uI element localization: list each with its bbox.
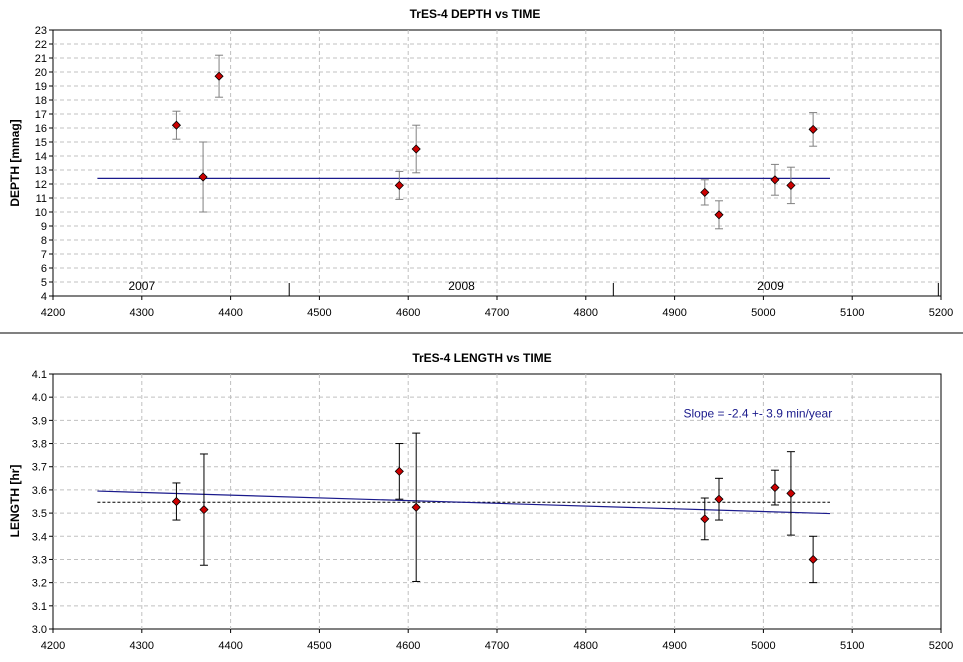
- data-point: [808, 124, 818, 134]
- x-tick-label: 4300: [130, 640, 154, 652]
- length-fit-line: [97, 490, 831, 515]
- y-tick-label: 22: [35, 39, 47, 51]
- x-tick-label: 4600: [396, 307, 420, 319]
- x-tick-label: 5100: [840, 307, 864, 319]
- year-label: 2007: [128, 279, 155, 293]
- y-tick-label: 13: [35, 165, 47, 177]
- x-tick-label: 5000: [751, 307, 775, 319]
- slope-annotation: Slope = -2.4 +- 3.9 min/year: [683, 406, 832, 420]
- depth-year-markers: 2007 2008 2009: [128, 279, 939, 296]
- depth-y-axis-title: DEPTH [mmag]: [8, 119, 22, 206]
- y-tick-label: 17: [35, 109, 47, 121]
- data-point: [171, 120, 181, 130]
- y-tick-label: 8: [41, 235, 47, 247]
- y-tick-label: 20: [35, 67, 47, 79]
- y-tick-label: 23: [35, 25, 47, 37]
- y-tick-label: 3.8: [32, 439, 47, 451]
- depth-chart-title: TrES-4 DEPTH vs TIME: [410, 7, 541, 21]
- x-tick-label: 4800: [574, 640, 598, 652]
- x-tick-label: 4400: [218, 640, 242, 652]
- length-y-axis-title: LENGTH [hr]: [8, 465, 22, 538]
- data-point: [700, 187, 710, 197]
- y-tick-label: 3.0: [32, 624, 47, 636]
- data-point: [786, 180, 796, 190]
- length-y-tick-labels: 3.0 3.1 3.2 3.3 3.4 3.5 3.6 3.7 3.8 3.9 4.0 4.1: [32, 369, 53, 636]
- length-chart-title: TrES-4 LENGTH vs TIME: [412, 351, 551, 365]
- data-point: [214, 71, 224, 81]
- data-point: [770, 483, 780, 493]
- y-tick-label: 4: [41, 291, 47, 303]
- depth-x-tick-labels: 4200 4300 4400 4500 4600 4700 4800 4900 5000 5100…: [41, 296, 953, 319]
- year-label: 2009: [757, 279, 784, 293]
- y-tick-label: 3.5: [32, 508, 47, 520]
- data-point: [714, 210, 724, 220]
- x-tick-label: 5100: [840, 640, 864, 652]
- y-tick-label: 6: [41, 263, 47, 275]
- y-tick-label: 4.1: [32, 369, 47, 381]
- length-data-points: [171, 466, 818, 565]
- depth-chart: TrES-4 DEPTH vs TIME 4 5 6 7 8 9 10 11 12 13 14 15 1…: [8, 7, 953, 319]
- x-tick-label: 5200: [929, 307, 953, 319]
- x-tick-label: 4900: [662, 640, 686, 652]
- data-point: [411, 502, 421, 512]
- y-tick-label: 3.2: [32, 578, 47, 590]
- y-tick-label: 3.9: [32, 415, 47, 427]
- data-point: [786, 488, 796, 498]
- y-tick-label: 7: [41, 249, 47, 261]
- data-point: [171, 496, 181, 507]
- y-tick-label: 10: [35, 207, 47, 219]
- data-point: [199, 505, 209, 515]
- y-tick-label: 14: [35, 151, 47, 163]
- y-tick-label: 18: [35, 95, 47, 107]
- y-tick-label: 3.7: [32, 462, 47, 474]
- data-point: [770, 175, 780, 185]
- x-tick-label: 4700: [485, 640, 509, 652]
- y-tick-label: 4.0: [32, 392, 47, 404]
- data-point: [198, 172, 208, 182]
- y-tick-label: 3.6: [32, 485, 47, 497]
- y-tick-label: 3.4: [32, 531, 47, 543]
- y-tick-label: 21: [35, 53, 47, 65]
- x-tick-label: 4500: [307, 307, 331, 319]
- x-tick-label: 5200: [929, 640, 953, 652]
- x-tick-label: 4600: [396, 640, 420, 652]
- y-tick-label: 12: [35, 179, 47, 191]
- y-tick-label: 11: [36, 193, 47, 205]
- x-tick-label: 4200: [41, 307, 65, 319]
- y-tick-label: 3.1: [32, 601, 47, 613]
- length-x-tick-labels: 4200 4300 4400 4500 4600 4700 4800 4900 5000 5100…: [41, 629, 953, 652]
- y-tick-label: 5: [41, 277, 47, 289]
- depth-data-points: [171, 71, 818, 220]
- y-tick-label: 9: [41, 221, 47, 233]
- data-point: [714, 494, 724, 504]
- y-tick-label: 3.3: [32, 554, 47, 566]
- data-point: [411, 144, 421, 154]
- data-point: [394, 180, 404, 190]
- x-tick-label: 4800: [574, 307, 598, 319]
- year-label: 2008: [448, 279, 475, 293]
- data-point: [394, 466, 404, 476]
- y-tick-label: 19: [35, 81, 47, 93]
- x-tick-label: 4500: [307, 640, 331, 652]
- data-point: [700, 514, 710, 524]
- x-tick-label: 4300: [130, 307, 154, 319]
- data-point: [808, 554, 818, 565]
- x-tick-label: 4900: [662, 307, 686, 319]
- x-tick-label: 5000: [751, 640, 775, 652]
- y-tick-label: 15: [35, 137, 47, 149]
- y-tick-label: 16: [35, 123, 47, 135]
- length-gridlines: [53, 374, 941, 629]
- x-tick-label: 4400: [218, 307, 242, 319]
- x-tick-label: 4200: [41, 640, 65, 652]
- x-tick-label: 4700: [485, 307, 509, 319]
- length-chart: TrES-4 LENGTH vs TIME 3.0 3.1 3.2 3.3 3.4 3.5…: [8, 351, 953, 652]
- depth-y-tick-labels: 4 5 6 7 8 9 10 11 12 13 14 15 16 17 18 19 20 21 22 23: [35, 25, 53, 303]
